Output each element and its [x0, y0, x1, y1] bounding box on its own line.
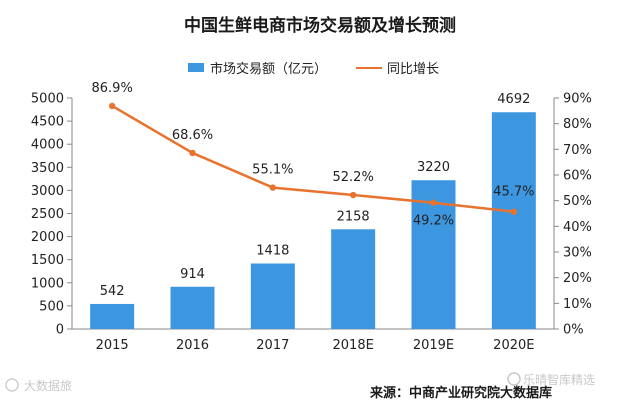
growth-line-path: [111, 104, 514, 213]
growth-value-label: 55.1%: [252, 163, 293, 178]
growth-point: [189, 149, 196, 157]
x-tick-label: 2017: [256, 338, 289, 353]
growth-value-label: 86.9%: [92, 81, 133, 96]
left-tick-label: 1000: [31, 276, 64, 291]
bar-value-label: 542: [100, 284, 125, 299]
growth-point: [349, 191, 357, 199]
chart-title: 中国生鲜电商市场交易额及增长预测: [184, 15, 456, 36]
watermark-right-icon: [507, 372, 521, 386]
right-tick-label: 30%: [563, 246, 592, 261]
watermark-right-text: 乐晴智库精选: [523, 372, 595, 387]
bar: [170, 286, 215, 329]
legend-bar-swatch: [188, 63, 204, 72]
growth-value-label: 49.2%: [413, 214, 454, 229]
legend: 市场交易额（亿元） 同比增长: [188, 61, 439, 77]
left-tick-label: 3000: [31, 184, 64, 199]
left-tick-label: 2500: [31, 207, 64, 222]
bar: [331, 229, 376, 329]
bar: [90, 303, 135, 329]
bar: [250, 263, 295, 329]
bar-value-label: 2158: [337, 209, 370, 224]
right-tick-label: 90%: [563, 92, 592, 107]
growth-point: [108, 102, 116, 110]
bar-value-label: 1418: [256, 243, 289, 258]
growth-value-label: 68.6%: [172, 128, 213, 143]
bar-labels: 542 914 1418 2158 3220 4692: [100, 92, 531, 299]
left-tick-label: 4000: [31, 138, 64, 153]
legend-bar-label: 市场交易额（亿元）: [210, 61, 327, 77]
right-tick-label: 40%: [563, 220, 592, 235]
growth-labels: 86.9% 68.6% 55.1% 52.2% 49.2% 45.7%: [92, 81, 535, 229]
right-tick-label: 10%: [563, 297, 592, 312]
left-tick-label: 5000: [31, 92, 64, 107]
watermark-right: 乐晴智库精选: [507, 372, 595, 387]
right-tick-label: 60%: [563, 169, 592, 184]
right-tick-label: 0%: [563, 323, 584, 338]
bars: [90, 112, 536, 329]
x-tick-label: 2016: [176, 338, 209, 353]
bar-value-label: 4692: [497, 92, 530, 107]
x-tick-label: 2019E: [413, 338, 454, 353]
right-tick-label: 70%: [563, 143, 592, 158]
x-tick-label: 2015: [96, 338, 129, 353]
x-ticks: 2015 2016 2017 2018E 2019E 2020E: [96, 338, 535, 353]
source-note: 来源：中商产业研究院大数据库: [369, 385, 552, 401]
left-tick-label: 2000: [31, 230, 64, 245]
growth-point: [269, 184, 277, 191]
growth-value-label: 52.2%: [333, 170, 374, 185]
bar-value-label: 914: [180, 267, 205, 282]
left-tick-label: 4500: [31, 115, 64, 130]
bar: [491, 112, 536, 329]
left-tick-label: 500: [39, 299, 64, 314]
legend-line-label: 同比增长: [387, 62, 439, 77]
bar-value-label: 3220: [417, 160, 450, 175]
right-y-ticks: 0% 10% 20% 30% 40% 50% 60% 70% 80% 90%: [554, 92, 592, 338]
left-tick-label: 3500: [31, 161, 64, 176]
growth-point: [430, 199, 437, 206]
left-tick-label: 0: [56, 323, 64, 338]
x-tick-label: 2018E: [333, 338, 374, 353]
watermark-left-text: 大数据旅: [24, 378, 72, 393]
left-tick-label: 1500: [31, 253, 64, 268]
watermark-left-icon: [5, 378, 19, 392]
x-tick-label: 2020E: [493, 338, 534, 353]
growth-value-label: 45.7%: [493, 185, 534, 200]
right-tick-label: 80%: [563, 117, 592, 132]
right-tick-label: 50%: [563, 194, 592, 209]
left-y-ticks: 0 500 1000 1500 2000 2500 3000 3500 4000 4500 5000: [31, 92, 72, 338]
growth-line: [108, 102, 518, 215]
watermark-left: 大数据旅: [5, 378, 72, 393]
growth-point: [510, 208, 518, 215]
right-tick-label: 20%: [563, 271, 592, 286]
axes: [71, 98, 555, 330]
